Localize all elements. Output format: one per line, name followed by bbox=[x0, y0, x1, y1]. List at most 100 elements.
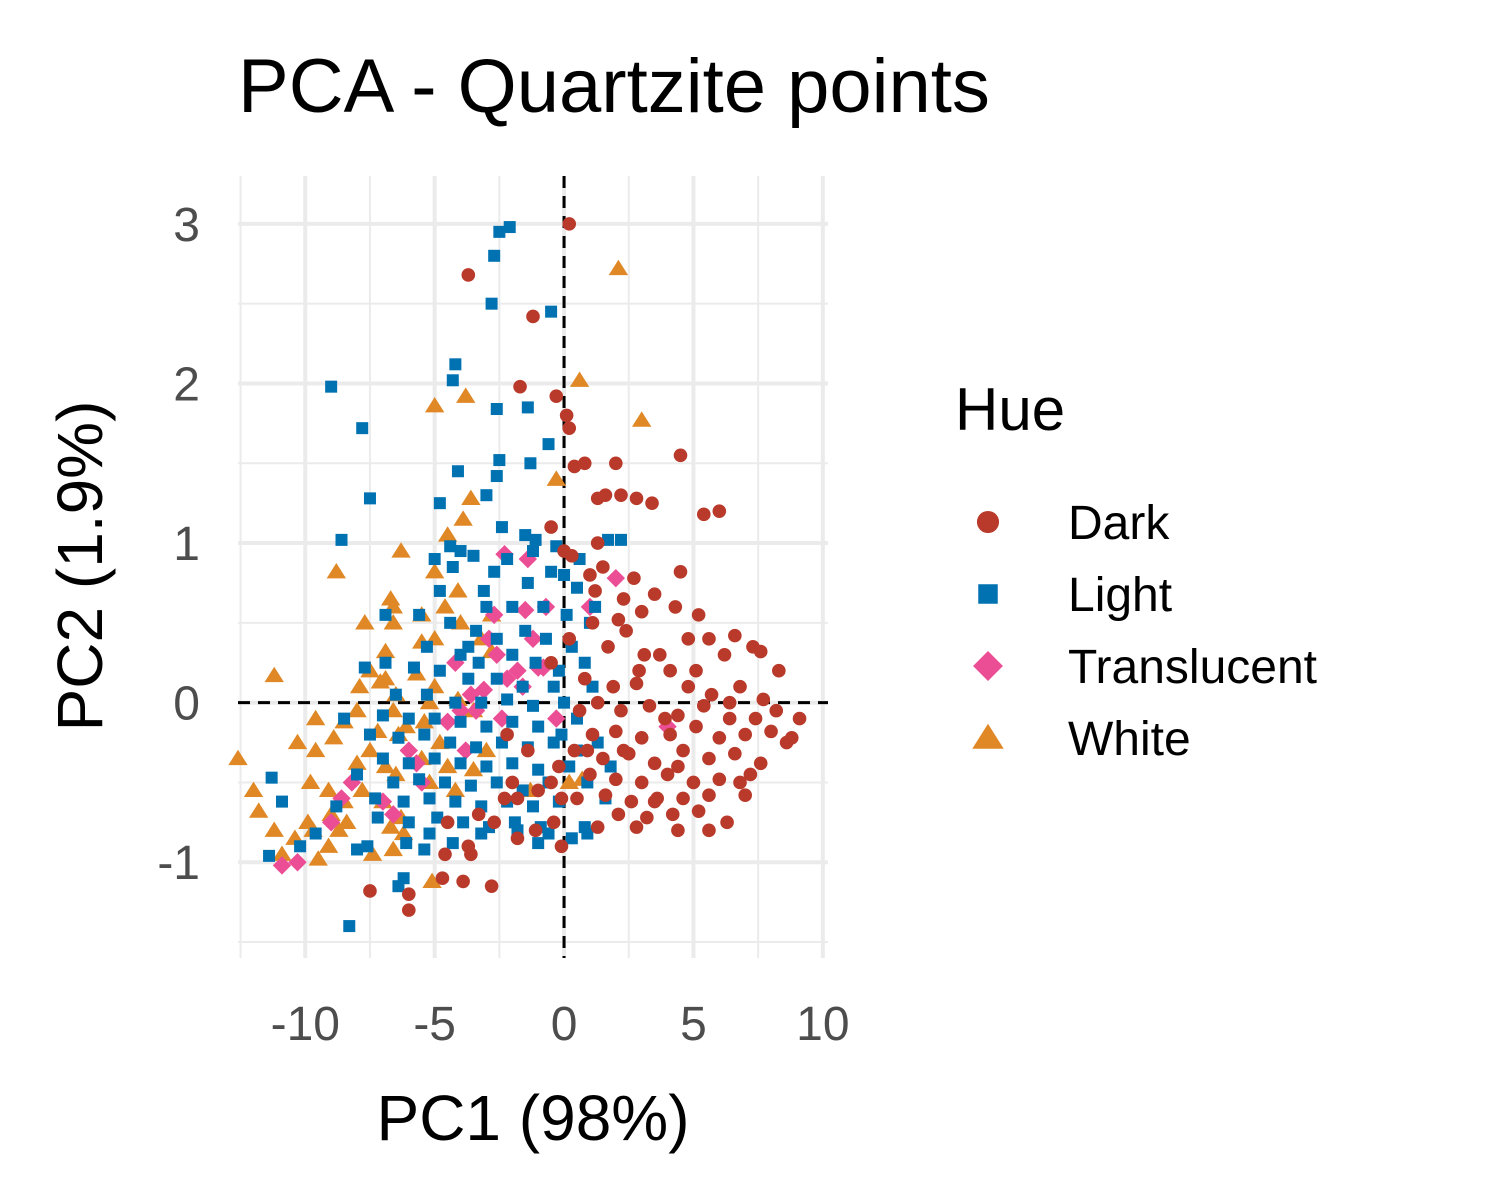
data-point-white bbox=[318, 837, 339, 853]
data-point-dark bbox=[733, 679, 747, 694]
data-point-white bbox=[264, 821, 284, 837]
data-point-light bbox=[532, 837, 545, 850]
data-point-light bbox=[519, 624, 532, 637]
data-point-dark bbox=[546, 815, 561, 830]
data-point-white bbox=[463, 760, 484, 777]
data-point-white bbox=[347, 754, 367, 770]
data-point-light bbox=[457, 816, 470, 829]
data-point-light bbox=[521, 576, 534, 589]
data-point-dark bbox=[401, 887, 416, 901]
data-point-dark bbox=[671, 823, 685, 838]
data-point-dark bbox=[769, 703, 784, 718]
data-point-light bbox=[462, 672, 475, 685]
data-point-white bbox=[435, 598, 455, 614]
data-point-translucent bbox=[474, 680, 494, 700]
legend-label-dark: Dark bbox=[1068, 497, 1170, 550]
data-point-dark bbox=[598, 788, 613, 803]
data-point-light bbox=[369, 792, 382, 805]
data-point-white bbox=[298, 813, 318, 829]
data-point-dark bbox=[632, 663, 646, 678]
data-point-light bbox=[485, 297, 498, 310]
data-point-dark bbox=[616, 743, 631, 758]
data-point-light bbox=[387, 776, 400, 789]
data-point-dark bbox=[531, 783, 545, 798]
legend-label-translucent: Translucent bbox=[1068, 641, 1317, 694]
data-point-light bbox=[361, 840, 374, 853]
data-point-white bbox=[608, 259, 629, 276]
data-point-white bbox=[448, 582, 468, 598]
data-point-dark bbox=[440, 815, 455, 830]
data-point-white bbox=[352, 781, 372, 798]
x-tick-label: 10 bbox=[796, 998, 849, 1051]
data-point-light bbox=[418, 843, 431, 856]
data-point-dark bbox=[624, 794, 639, 809]
data-point-light bbox=[444, 616, 457, 629]
data-point-dark bbox=[702, 632, 716, 646]
data-point-dark bbox=[665, 807, 680, 822]
data-point-dark bbox=[629, 491, 644, 506]
data-point-dark bbox=[438, 847, 452, 862]
data-point-dark bbox=[609, 724, 623, 739]
data-point-light bbox=[423, 792, 436, 805]
data-point-dark bbox=[562, 632, 577, 646]
data-point-light bbox=[371, 811, 384, 824]
data-point-dark bbox=[609, 772, 623, 787]
data-point-light bbox=[532, 720, 545, 733]
data-point-light bbox=[446, 561, 459, 573]
data-point-light bbox=[490, 403, 503, 416]
data-point-light bbox=[570, 581, 583, 594]
data-point-white bbox=[445, 781, 466, 798]
legend-title: Hue bbox=[955, 376, 1065, 443]
data-point-dark bbox=[500, 727, 514, 742]
y-tick-label: 3 bbox=[173, 199, 200, 252]
data-point-light bbox=[503, 221, 516, 234]
data-point-dark bbox=[681, 679, 696, 694]
data-point-light bbox=[480, 600, 493, 613]
data-point-dark bbox=[549, 389, 564, 404]
data-point-dark bbox=[544, 775, 558, 790]
data-point-light bbox=[493, 454, 506, 467]
data-point-dark bbox=[577, 671, 592, 686]
data-point-dark bbox=[590, 695, 605, 710]
data-point-white bbox=[305, 709, 326, 726]
data-point-light bbox=[423, 827, 436, 840]
data-point-white bbox=[453, 510, 473, 526]
data-point-dark bbox=[583, 568, 597, 582]
data-point-dark bbox=[673, 564, 688, 579]
data-point-white bbox=[632, 411, 652, 427]
data-point-light bbox=[418, 728, 431, 741]
data-point-light bbox=[527, 545, 539, 558]
data-point-light bbox=[501, 553, 514, 566]
data-point-light bbox=[433, 664, 446, 677]
data-point-light bbox=[490, 470, 503, 483]
data-point-dark bbox=[671, 759, 685, 774]
data-point-white bbox=[326, 562, 347, 579]
data-point-light bbox=[506, 648, 519, 661]
data-point-dark bbox=[609, 456, 623, 471]
data-point-dark bbox=[676, 743, 690, 758]
data-point-light bbox=[343, 920, 356, 933]
data-point-dark bbox=[461, 268, 476, 282]
data-point-translucent bbox=[446, 653, 465, 672]
data-point-light bbox=[439, 776, 452, 789]
data-point-white bbox=[375, 642, 396, 659]
data-point-dark bbox=[471, 807, 486, 822]
x-axis-title: PC1 (98%) bbox=[377, 1082, 690, 1154]
data-point-translucent bbox=[384, 805, 403, 824]
data-point-dark bbox=[647, 587, 662, 601]
data-point-light bbox=[563, 760, 576, 773]
data-point-dark bbox=[640, 810, 654, 825]
data-point-light bbox=[470, 624, 483, 637]
legend-item-dark: Dark bbox=[976, 497, 1170, 550]
data-point-dark bbox=[627, 571, 641, 585]
data-point-light bbox=[428, 712, 441, 725]
data-point-light bbox=[477, 584, 490, 597]
data-point-dark bbox=[704, 687, 719, 702]
data-point-light bbox=[589, 600, 602, 613]
data-point-dark bbox=[753, 644, 768, 659]
data-point-light bbox=[529, 533, 542, 546]
data-point-dark bbox=[642, 699, 657, 713]
data-point-dark bbox=[456, 874, 470, 889]
data-point-light bbox=[335, 533, 348, 546]
data-point-light bbox=[338, 712, 351, 725]
